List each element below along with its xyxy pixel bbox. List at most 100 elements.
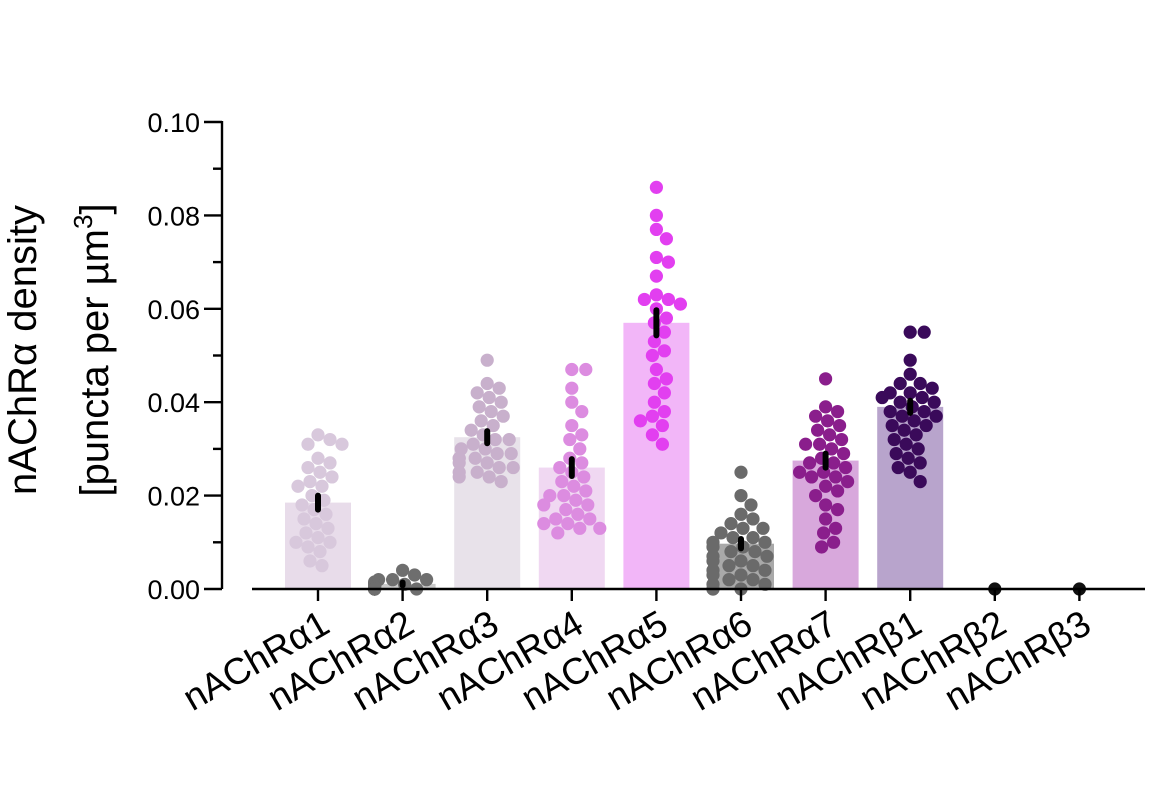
data-point <box>649 222 664 237</box>
data-point <box>748 545 762 559</box>
data-point <box>819 372 833 386</box>
data-point <box>831 503 845 517</box>
y-tick-label: 0.10 <box>147 108 200 138</box>
data-point <box>452 456 466 470</box>
data-point <box>565 381 579 395</box>
data-point <box>895 409 909 423</box>
data-point <box>722 559 736 573</box>
data-point <box>486 418 500 433</box>
data-point <box>758 563 772 577</box>
data-point <box>575 456 589 470</box>
data-point <box>760 549 774 563</box>
data-point <box>504 446 518 461</box>
data-point <box>323 456 337 470</box>
data-point <box>819 498 833 512</box>
data-point <box>563 432 577 447</box>
data-point <box>885 418 899 433</box>
data-point <box>917 404 931 419</box>
data-point <box>811 423 825 437</box>
data-point <box>553 460 567 475</box>
data-point <box>537 498 551 512</box>
data-point <box>482 390 496 405</box>
data-point <box>549 512 563 526</box>
data-point <box>929 409 943 423</box>
data-point <box>567 479 581 493</box>
data-point <box>744 498 758 512</box>
data-point <box>494 474 508 489</box>
data-point <box>758 535 772 549</box>
data-point <box>917 325 931 339</box>
data-point <box>492 460 506 475</box>
data-point <box>659 311 674 325</box>
data-point <box>661 255 676 269</box>
data-point <box>756 521 770 535</box>
data-point <box>301 540 315 554</box>
data-point <box>841 474 855 489</box>
data-point <box>649 288 664 302</box>
y-axis-title-bracket: ] <box>73 203 117 214</box>
data-point <box>649 362 664 377</box>
data-point <box>724 545 738 559</box>
data-point <box>799 437 813 451</box>
data-point <box>466 437 480 451</box>
data-point <box>925 381 939 395</box>
data-point <box>470 465 484 479</box>
y-tick-label: 0.02 <box>147 482 200 512</box>
data-point <box>325 470 339 484</box>
data-point <box>311 531 325 545</box>
data-point <box>593 521 607 535</box>
data-point <box>573 521 587 535</box>
data-point <box>833 418 847 433</box>
data-point <box>736 521 750 535</box>
data-point <box>819 479 833 493</box>
data-point <box>657 344 672 358</box>
data-point <box>647 395 662 409</box>
data-point <box>645 409 660 423</box>
data-point <box>734 568 748 582</box>
data-point <box>464 423 478 437</box>
data-point <box>494 395 508 409</box>
data-point <box>299 526 313 540</box>
data-point <box>889 446 903 461</box>
data-point <box>488 432 502 447</box>
data-point <box>295 498 309 512</box>
data-point <box>746 559 760 573</box>
data-point <box>875 390 889 405</box>
y-tick-label: 0.00 <box>147 575 200 605</box>
data-point <box>661 292 676 307</box>
data-point <box>907 414 921 428</box>
data-point <box>837 446 851 461</box>
data-point <box>883 404 897 419</box>
data-point <box>821 414 835 428</box>
y-axis-title-line-1: nAChRα density <box>1 205 45 495</box>
data-point <box>637 292 652 307</box>
data-point <box>887 432 901 447</box>
data-point <box>911 442 925 456</box>
data-point <box>659 232 674 246</box>
data-point <box>823 428 837 442</box>
data-point <box>647 334 662 349</box>
data-point <box>408 568 422 582</box>
data-point <box>315 479 329 493</box>
data-point <box>311 451 325 465</box>
data-point <box>551 526 565 540</box>
data-point <box>899 437 913 451</box>
y-axis-title-superscript: 3 <box>68 215 98 229</box>
data-point <box>903 386 917 400</box>
data-point <box>555 474 569 489</box>
data-point <box>805 470 819 484</box>
data-point <box>323 432 337 447</box>
data-point <box>915 390 929 405</box>
data-point <box>827 456 841 470</box>
data-point <box>559 503 573 517</box>
data-point <box>647 376 662 391</box>
data-point <box>490 446 504 461</box>
data-point <box>289 535 303 549</box>
data-point <box>571 507 585 521</box>
data-point <box>496 409 510 423</box>
data-point <box>474 414 488 428</box>
data-point <box>831 404 845 419</box>
data-point <box>825 442 839 456</box>
data-point <box>323 535 337 549</box>
data-point <box>734 465 748 479</box>
